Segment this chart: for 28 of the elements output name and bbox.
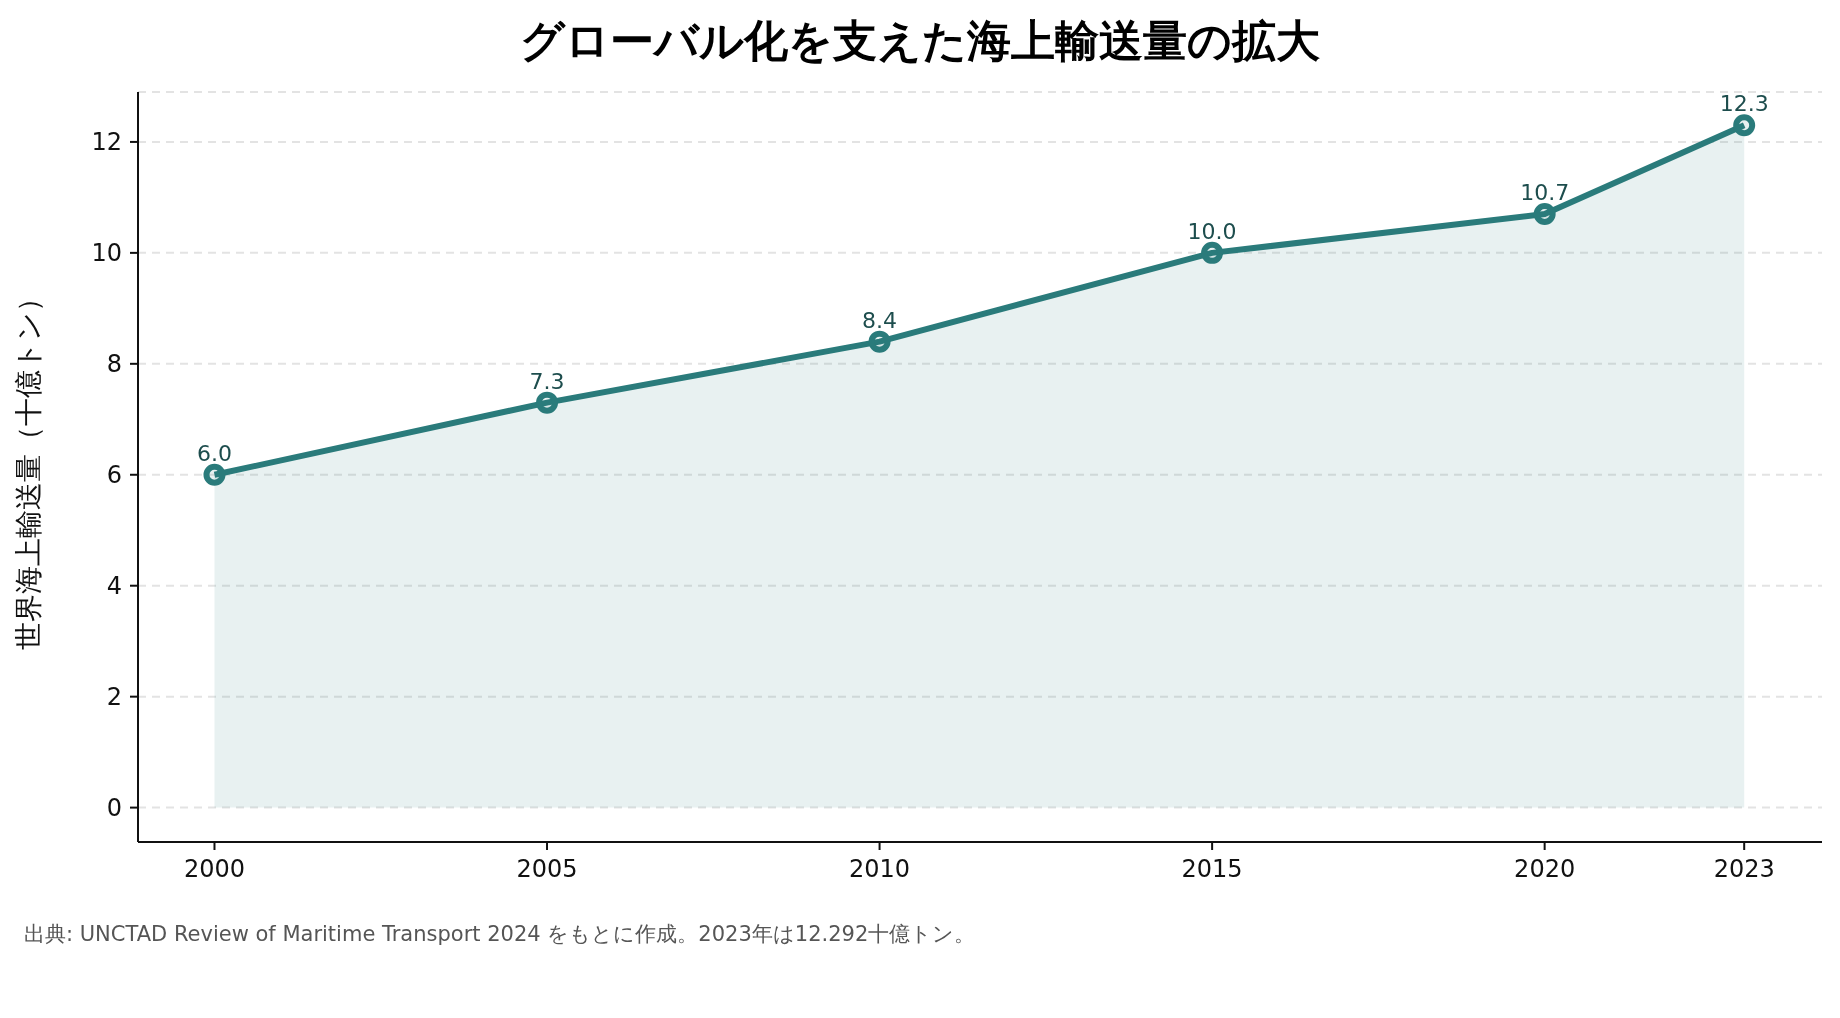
y-tick-label: 12 bbox=[91, 128, 122, 157]
y-tick-label: 0 bbox=[106, 794, 122, 823]
x-tick-label: 2000 bbox=[183, 855, 246, 884]
x-tick-label: 2023 bbox=[1713, 855, 1775, 884]
data-label: 12.3 bbox=[1719, 91, 1769, 117]
data-label: 8.4 bbox=[862, 307, 898, 333]
data-label: 10.0 bbox=[1187, 218, 1237, 244]
y-tick-label: 4 bbox=[106, 572, 122, 601]
data-label: 7.3 bbox=[529, 368, 565, 394]
source-note: 出典: UNCTAD Review of Maritime Transport 2024 をもとに作成。2023年は12.292十億トン。 bbox=[24, 921, 977, 948]
y-tick-label: 10 bbox=[91, 239, 122, 268]
point bbox=[203, 463, 226, 486]
x-tick-label: 2010 bbox=[849, 855, 911, 884]
point bbox=[1733, 114, 1756, 137]
point bbox=[536, 391, 559, 414]
x-tick-label: 2005 bbox=[516, 855, 578, 884]
y-tick-label: 2 bbox=[106, 683, 122, 712]
chart-title: グローバル化を支えた海上輸送量の拡大 bbox=[519, 14, 1321, 68]
y-tick-label: 6 bbox=[106, 461, 122, 490]
data-label: 6.0 bbox=[196, 440, 232, 466]
x-tick-label: 2020 bbox=[1514, 855, 1576, 884]
y-axis-title: 世界海上輸送量（十億トン） bbox=[11, 284, 45, 650]
point bbox=[1201, 241, 1224, 264]
x-tick-label: 2015 bbox=[1181, 855, 1243, 884]
data-label: 10.7 bbox=[1520, 180, 1570, 206]
y-tick-label: 8 bbox=[106, 350, 122, 379]
point bbox=[868, 330, 891, 353]
point bbox=[1533, 203, 1556, 226]
